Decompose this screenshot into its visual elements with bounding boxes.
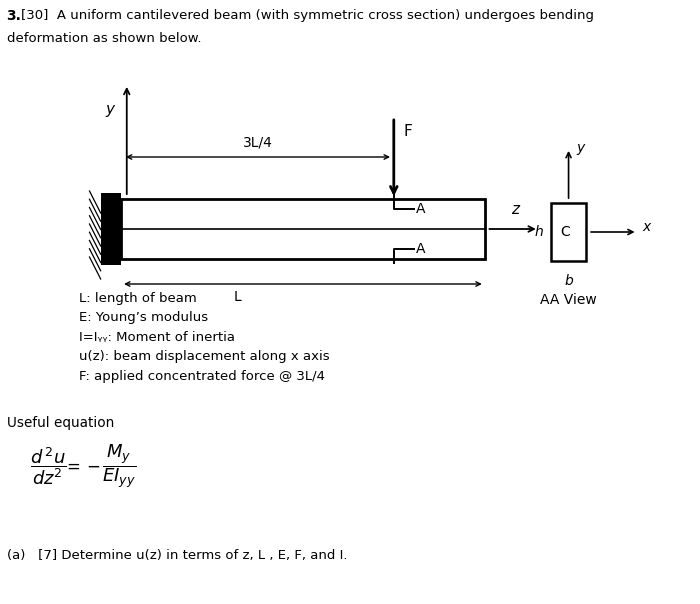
Text: y: y	[576, 141, 584, 155]
Text: $\dfrac{d^{\,2}u}{dz^2}$: $\dfrac{d^{\,2}u}{dz^2}$	[30, 445, 67, 487]
Text: E: Young’s modulus: E: Young’s modulus	[79, 312, 209, 324]
Text: L: length of beam: L: length of beam	[79, 292, 197, 305]
Text: L: L	[234, 290, 241, 304]
Text: I=Iᵧᵧ: Moment of inertia: I=Iᵧᵧ: Moment of inertia	[79, 331, 235, 344]
Text: AA View: AA View	[540, 293, 597, 307]
Bar	[551, 203, 587, 261]
Text: $\dfrac{M_y}{EI_{yy}}$: $\dfrac{M_y}{EI_{yy}}$	[102, 442, 136, 490]
Text: $= -$: $= -$	[63, 457, 101, 475]
Text: A: A	[416, 202, 426, 216]
Text: deformation as shown below.: deformation as shown below.	[6, 32, 201, 45]
Text: y: y	[106, 102, 115, 117]
Text: h: h	[534, 225, 543, 239]
Text: b: b	[564, 274, 573, 288]
Text: z: z	[512, 202, 519, 217]
Text: F: applied concentrated force @ 3L/4: F: applied concentrated force @ 3L/4	[79, 370, 326, 383]
Text: (a)   [7] Determine u(z) in terms of z, L , E, F, and I.: (a) [7] Determine u(z) in terms of z, L …	[6, 549, 347, 562]
Text: Useful equation: Useful equation	[6, 416, 114, 430]
Text: A: A	[416, 242, 426, 256]
Text: 3.: 3.	[6, 9, 22, 23]
Text: C: C	[560, 225, 570, 239]
Bar	[121, 199, 484, 259]
Text: F: F	[403, 124, 412, 139]
Text: [30]  A uniform cantilevered beam (with symmetric cross section) undergoes bendi: [30] A uniform cantilevered beam (with s…	[20, 9, 594, 22]
Text: x: x	[642, 220, 650, 234]
Text: u(z): beam displacement along x axis: u(z): beam displacement along x axis	[79, 350, 330, 364]
Bar	[101, 193, 121, 265]
Text: 3L/4: 3L/4	[242, 136, 272, 150]
